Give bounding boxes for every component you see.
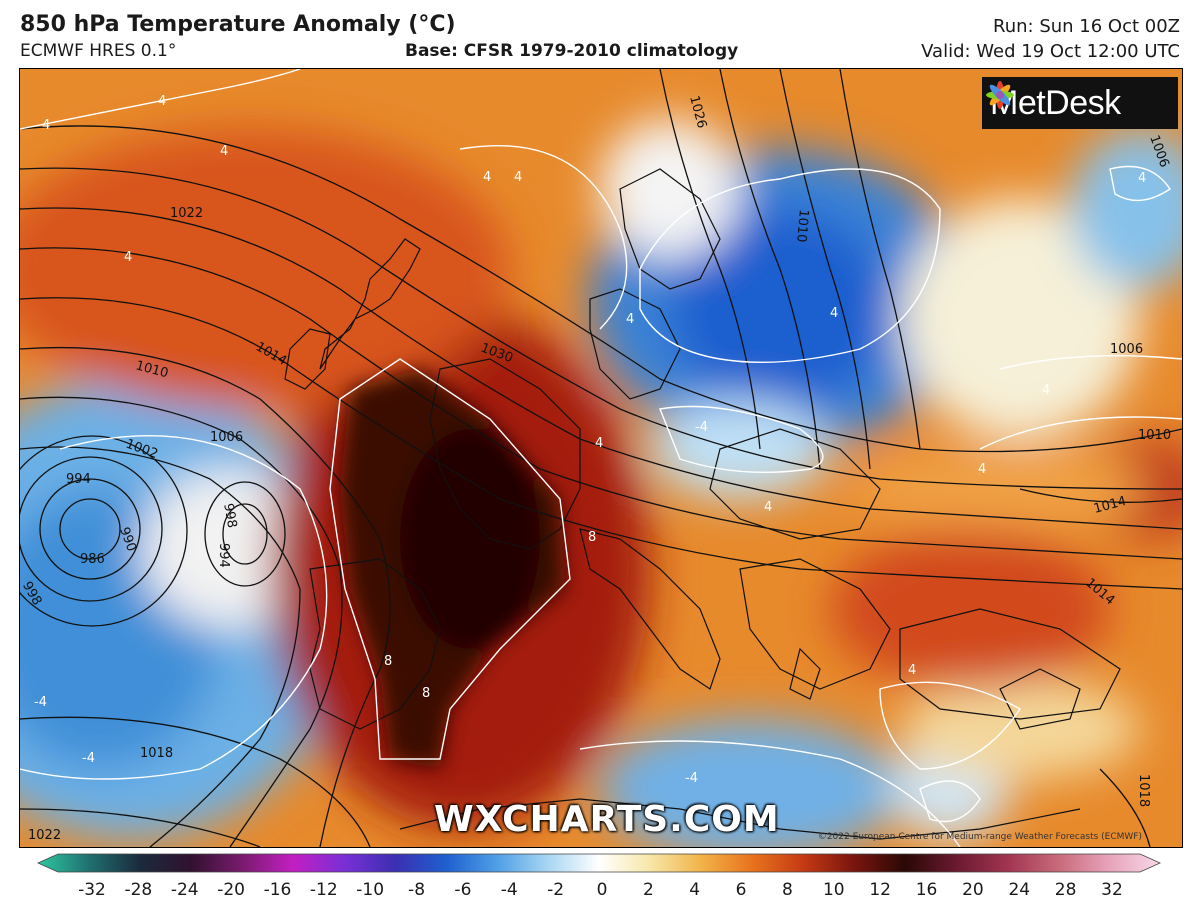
isobars bbox=[20, 69, 1182, 847]
colorbar-tick-label: 28 bbox=[1054, 880, 1077, 900]
isobar-label: 1022 bbox=[170, 206, 203, 221]
colorbar-strip bbox=[37, 853, 1161, 873]
anomaly-contours bbox=[20, 69, 1182, 847]
anomaly-label: 4 bbox=[978, 462, 986, 477]
isobar-label: 994 bbox=[216, 543, 231, 568]
anomaly-label: 4 bbox=[626, 312, 634, 327]
colorbar-tick-label: -32 bbox=[78, 880, 106, 900]
anomaly-label: 8 bbox=[422, 686, 430, 701]
colorbar-tick-label: 6 bbox=[735, 880, 747, 900]
chart-title: 850 hPa Temperature Anomaly (°C) bbox=[20, 12, 456, 37]
anomaly-label: 4 bbox=[42, 118, 50, 133]
anomaly-label: -4 bbox=[695, 420, 708, 435]
colorbar-tick-label: 2 bbox=[642, 880, 654, 900]
colorbar-tick-label: -24 bbox=[170, 880, 199, 900]
anomaly-label-group: 4 4 4 4 4 4 4 4 4 8 8 8 -4 -4 -4 -4 4 4 … bbox=[34, 94, 1146, 786]
isobar-label: 998 bbox=[220, 502, 239, 529]
copyright-text: ©2022 European Centre for Medium-range W… bbox=[817, 832, 1142, 842]
anomaly-label: 4 bbox=[220, 144, 228, 159]
anomaly-label: 8 bbox=[588, 530, 596, 545]
colorbar-tick-label: -28 bbox=[124, 880, 153, 900]
colorbar-tick-label: 20 bbox=[962, 880, 984, 900]
model-label: ECMWF HRES 0.1° bbox=[20, 41, 177, 61]
anomaly-label: 4 bbox=[483, 170, 491, 185]
colorbar-tick-label: 4 bbox=[689, 880, 701, 900]
colorbar-tick-label: -16 bbox=[263, 880, 292, 900]
colorbar-tick-label: 10 bbox=[822, 880, 845, 900]
colorbar-tick-label: 12 bbox=[869, 880, 891, 900]
colorbar-tick-label: -20 bbox=[217, 880, 245, 900]
metdesk-flower-icon bbox=[986, 81, 1014, 109]
isobar-label: 986 bbox=[80, 552, 105, 567]
isobar-label: 994 bbox=[66, 472, 91, 487]
anomaly-label: 4 bbox=[595, 436, 603, 451]
colorbar bbox=[0, 852, 1200, 919]
isobar-label: 1022 bbox=[28, 828, 61, 843]
wxcharts-watermark: WXCHARTS.COM bbox=[434, 799, 780, 840]
climatology-base-label: Base: CFSR 1979-2010 climatology bbox=[405, 41, 739, 61]
anomaly-label: 4 bbox=[514, 170, 522, 185]
coastlines bbox=[284, 168, 1121, 840]
metdesk-logo[interactable]: MetDesk bbox=[982, 77, 1178, 129]
anomaly-label: 4 bbox=[830, 306, 838, 321]
anomaly-label: 4 bbox=[908, 663, 916, 678]
colorbar-tick-label: 8 bbox=[782, 880, 793, 900]
logo-text: MetDesk bbox=[990, 83, 1121, 122]
isobar-label: 1006 bbox=[210, 430, 243, 445]
colorbar-tick-label: -4 bbox=[500, 880, 518, 900]
anomaly-label: 4 bbox=[158, 94, 166, 109]
colorbar-tick-label: 0 bbox=[596, 880, 608, 900]
colorbar-tick-label: -12 bbox=[309, 880, 338, 900]
anomaly-map[interactable]: 1022 1014 1010 1006 1002 994 990 986 998… bbox=[19, 68, 1183, 848]
anomaly-label: -4 bbox=[34, 695, 47, 710]
colorbar-tick-label: -2 bbox=[547, 880, 565, 900]
isobar-label: 1010 bbox=[1138, 428, 1171, 443]
anomaly-label: 4 bbox=[764, 500, 772, 515]
anomaly-label: 4 bbox=[1138, 171, 1146, 186]
mediterranean-cool-area bbox=[600, 719, 900, 847]
isobar-label: 1006 bbox=[1110, 342, 1143, 357]
colorbar-tick-label: 32 bbox=[1101, 880, 1123, 900]
anomaly-label: 8 bbox=[384, 654, 392, 669]
colorbar-tick-label: -6 bbox=[454, 880, 472, 900]
anomaly-label: 4 bbox=[124, 250, 132, 265]
anomaly-label: -4 bbox=[685, 771, 698, 786]
colorbar-tick-label: -8 bbox=[408, 880, 426, 900]
colorbar-tick-label: -10 bbox=[356, 880, 385, 900]
isobar-label: 1018 bbox=[140, 746, 173, 761]
isobar-label: 1018 bbox=[1136, 774, 1151, 807]
colorbar-tick-label: 24 bbox=[1008, 880, 1031, 900]
colorbar-tick-label: 16 bbox=[915, 880, 938, 900]
anomaly-label: -4 bbox=[82, 751, 95, 766]
colorbar-svg bbox=[37, 853, 1161, 873]
isobar-label: 1010 bbox=[793, 209, 811, 243]
anomaly-label: 4 bbox=[1042, 383, 1050, 398]
map-svg: 1022 1014 1010 1006 1002 994 990 986 998… bbox=[20, 69, 1182, 847]
run-time-label: Run: Sun 16 Oct 00Z bbox=[993, 16, 1180, 37]
valid-time-label: Valid: Wed 19 Oct 12:00 UTC bbox=[921, 41, 1180, 62]
